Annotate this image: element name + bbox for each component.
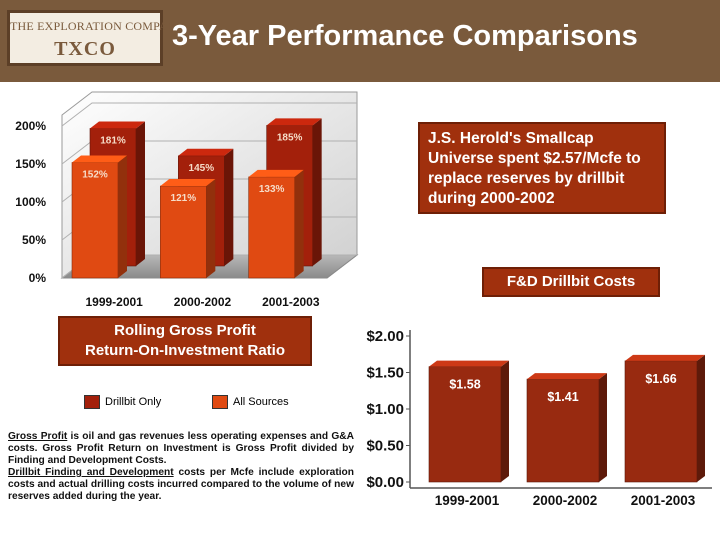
fd-bar-side xyxy=(599,373,607,482)
roi-bar-data-label: 185% xyxy=(277,132,303,143)
roi-bar-all-sources-side xyxy=(118,155,127,278)
fd-y-tick-label: $0.00 xyxy=(366,474,404,491)
legend-item-all-sources: All Sources xyxy=(212,395,289,409)
logo-ticker: TXCO xyxy=(54,38,116,60)
fd-chart: $0.00 $0.50 $1.00 $1.50 $2.00 $1.58 $1.41 $1.6… xyxy=(366,305,718,508)
roi-title-line1: Rolling Gross Profit xyxy=(114,322,256,339)
roi-x-category-label: 1999-2001 xyxy=(85,295,143,309)
legend-item-drillbit: Drillbit Only xyxy=(84,395,161,409)
gross-profit-definition: Gross Profit is oil and gas revenues les… xyxy=(8,431,354,467)
fd-bar-top xyxy=(527,373,607,380)
fd-x-category-label: 1999-2001 xyxy=(435,493,500,508)
fd-bar-data-label: $1.66 xyxy=(645,372,676,386)
fd-bar-face xyxy=(428,366,502,483)
fd-bar: $1.66 xyxy=(624,354,705,483)
roi-y-tick-label: 150% xyxy=(15,157,46,171)
logo-company-name: THE EXPLORATION COMPANY xyxy=(10,19,186,33)
page-title: 3-Year Performance Comparisons xyxy=(172,20,638,52)
fd-term: Drillbit Finding and Development xyxy=(8,467,174,478)
fd-bar-face xyxy=(526,378,600,483)
herold-callout: J.S. Herold's Smallcap Universe spent $2… xyxy=(418,122,666,214)
roi-bar-drillbit-side xyxy=(136,121,145,266)
roi-y-tick-label: 200% xyxy=(15,119,46,133)
fd-bar-side xyxy=(501,360,509,482)
legend-label-drillbit: Drillbit Only xyxy=(105,395,162,408)
fd-y-tick-label: $1.00 xyxy=(366,401,404,418)
roi-x-category-label: 2001-2003 xyxy=(262,295,320,309)
roi-bar-drillbit-top xyxy=(178,148,234,156)
roi-bar-drillbit-side xyxy=(312,118,322,267)
fd-chart-title: F&D Drillbit Costs xyxy=(482,267,660,297)
fd-bar-data-label: $1.58 xyxy=(449,378,480,392)
roi-bar-data-label: 145% xyxy=(189,163,215,174)
roi-bar-data-label: 121% xyxy=(171,193,197,204)
roi-bar-all-sources-top xyxy=(160,179,216,187)
roi-bar-drillbit-side xyxy=(224,148,234,266)
roi-bar-all-sources-top xyxy=(248,169,304,177)
roi-bar-all-sources: 121% xyxy=(160,179,216,279)
fd-x-category-label: 2001-2003 xyxy=(631,493,696,508)
roi-gridline xyxy=(61,102,357,127)
gross-profit-text: is oil and gas revenues less operating e… xyxy=(8,431,354,466)
fd-bar-face xyxy=(624,360,698,483)
roi-bar-data-label: 181% xyxy=(100,135,126,146)
roi-chart-title: Rolling Gross Profit Return-On-Investmen… xyxy=(58,316,312,366)
fd-text: costs per Mcfe include exploration costs… xyxy=(8,467,354,502)
roi-bar-drillbit-top xyxy=(90,121,145,129)
roi-bar-data-label: 133% xyxy=(259,184,285,195)
fd-bar: $1.58 xyxy=(428,360,509,483)
roi-chart: 0% 50% 100% 150% 200% 181% 145% 185% 152% 121% 13… xyxy=(15,91,359,309)
company-logo: THE EXPLORATION COMPANY TXCO xyxy=(7,10,186,66)
roi-y-tick-label: 0% xyxy=(29,271,47,285)
roi-title-line2: Return-On-Investment Ratio xyxy=(84,342,285,359)
fd-bar: $1.41 xyxy=(526,373,607,483)
header-bar: THE EXPLORATION COMPANY TXCO 3-Year Perf… xyxy=(0,0,720,82)
roi-bar-all-sources-top xyxy=(72,155,127,163)
roi-bar-all-sources: 152% xyxy=(71,155,127,279)
roi-bar-all-sources-side xyxy=(294,169,304,278)
roi-y-tick-label: 50% xyxy=(22,233,46,247)
roi-bar-all-sources-side xyxy=(206,179,216,278)
definitions-footnote: Gross Profit is oil and gas revenues les… xyxy=(8,431,354,503)
roi-y-tick-label: 100% xyxy=(15,195,46,209)
fd-bar-data-label: $1.41 xyxy=(547,390,578,404)
gross-profit-term: Gross Profit xyxy=(8,431,68,442)
roi-bar-all-sources: 133% xyxy=(248,169,304,279)
legend-swatch-drillbit xyxy=(84,395,100,409)
fd-bar-top xyxy=(429,360,509,367)
roi-bar-data-label: 152% xyxy=(82,169,108,180)
fd-y-tick-label: $1.50 xyxy=(366,365,404,382)
fd-bar-side xyxy=(697,354,705,482)
fd-y-tick-label: $2.00 xyxy=(366,328,404,345)
roi-bar-drillbit-top xyxy=(266,118,322,126)
fd-y-tick-label: $0.50 xyxy=(366,438,404,455)
roi-bar-all-sources-face xyxy=(248,176,295,279)
legend-label-all-sources: All Sources xyxy=(233,395,289,408)
fd-x-category-label: 2000-2002 xyxy=(533,493,598,508)
legend-swatch-all-sources xyxy=(212,395,228,409)
roi-x-category-label: 2000-2002 xyxy=(174,295,232,309)
fd-bar-top xyxy=(625,354,705,361)
fd-definition: Drillbit Finding and Development costs p… xyxy=(8,467,354,503)
